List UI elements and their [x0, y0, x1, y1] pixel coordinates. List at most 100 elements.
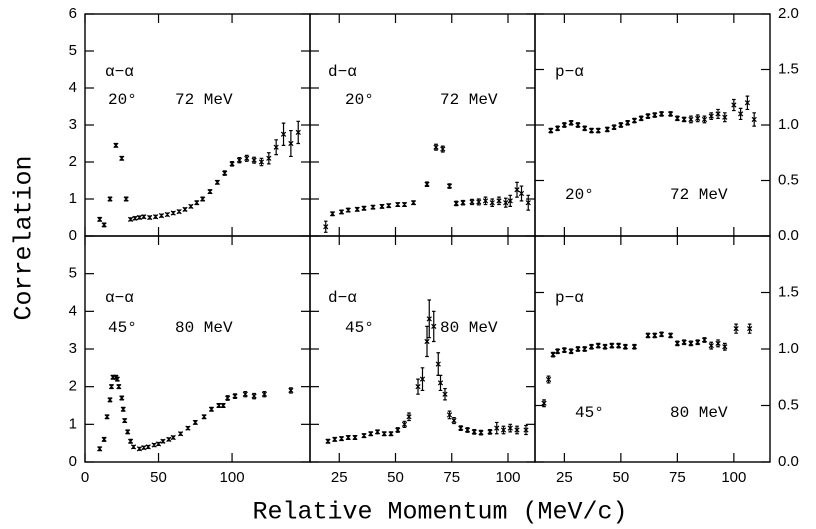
data-point — [652, 112, 658, 118]
data-point — [130, 444, 137, 450]
data-point — [155, 441, 162, 447]
data-point — [604, 126, 610, 133]
data-point — [701, 115, 708, 124]
data-point — [440, 145, 446, 153]
data-point — [182, 206, 188, 212]
data-point — [415, 378, 421, 395]
data-point — [101, 436, 107, 443]
data-point — [113, 142, 119, 148]
data-point — [101, 222, 107, 228]
data-point — [107, 397, 113, 403]
data-point — [406, 412, 412, 422]
data-point — [120, 406, 126, 412]
data-point — [176, 208, 182, 215]
data-point — [437, 374, 444, 392]
data-point — [611, 124, 617, 131]
data-point — [568, 119, 574, 126]
data-point — [388, 431, 394, 437]
data-point — [554, 348, 561, 355]
data-point — [469, 198, 475, 206]
data-point — [236, 156, 243, 164]
data-point — [401, 420, 408, 428]
x-tick-label: 50 — [613, 469, 630, 486]
data-point — [266, 152, 272, 165]
data-point — [731, 98, 737, 112]
x-tick-label: 100 — [220, 469, 245, 486]
data-point — [288, 129, 294, 158]
data-point — [141, 445, 147, 451]
panel-energy: 72 MeV — [175, 91, 233, 109]
panel-energy: 72 MeV — [670, 186, 728, 204]
y-tick-label: 5 — [69, 265, 77, 282]
data-point — [208, 406, 215, 412]
data-point — [119, 395, 125, 401]
data-point — [550, 351, 556, 358]
panel-energy: 80 MeV — [440, 319, 498, 337]
data-point — [715, 108, 721, 119]
data-point — [345, 207, 351, 213]
data-point — [496, 196, 502, 206]
data-point — [478, 429, 484, 436]
data-point — [323, 220, 329, 233]
data-point — [541, 399, 547, 408]
data-point — [494, 421, 500, 435]
data-point — [232, 393, 238, 399]
data-point — [588, 127, 595, 134]
data-point — [374, 429, 381, 435]
data-point — [708, 341, 714, 350]
data-point — [487, 429, 493, 435]
data-point — [471, 429, 477, 435]
y-tick-label: 2 — [69, 378, 77, 395]
data-point — [525, 194, 531, 211]
data-point — [548, 127, 554, 134]
panel-label: α−α — [105, 289, 134, 307]
y2-tick-label: 0.5 — [778, 171, 799, 188]
data-point — [345, 434, 351, 441]
data-point — [166, 436, 172, 443]
data-point — [141, 214, 147, 220]
data-point — [523, 424, 529, 436]
data-point — [458, 425, 464, 431]
data-point — [518, 185, 525, 202]
data-point — [695, 339, 701, 346]
data-point — [482, 196, 489, 206]
panel-angle: 45° — [345, 319, 374, 337]
data-point — [658, 111, 665, 117]
data-point — [674, 340, 680, 347]
data-point — [395, 427, 401, 433]
data-point — [514, 181, 520, 198]
data-point — [97, 216, 103, 222]
data-point — [561, 122, 567, 128]
data-point — [386, 203, 392, 209]
x-tick-label: 50 — [150, 469, 167, 486]
data-point — [170, 434, 176, 441]
data-point — [220, 402, 226, 409]
data-point — [361, 205, 367, 211]
data-point — [329, 211, 336, 217]
data-point — [595, 127, 601, 134]
y2-tick-label: 0.5 — [778, 396, 799, 413]
data-point — [338, 209, 345, 215]
data-point — [658, 331, 665, 338]
data-point — [419, 367, 426, 392]
x-tick-label: 25 — [556, 469, 573, 486]
data-point — [207, 188, 213, 195]
data-point — [652, 332, 658, 339]
data-point — [645, 332, 651, 339]
y2-tick-label: 0.0 — [778, 227, 799, 244]
panel-label: p−α — [555, 289, 584, 307]
data-point — [442, 387, 448, 401]
panel-angle: 45° — [108, 319, 137, 337]
x-tick-label: 75 — [669, 469, 686, 486]
data-point — [244, 154, 250, 162]
data-point — [568, 348, 574, 355]
y-tick-label: 2 — [69, 153, 77, 170]
data-point — [595, 342, 601, 349]
data-point — [295, 120, 301, 145]
data-point — [151, 442, 157, 448]
data-point — [110, 374, 116, 380]
data-point — [667, 111, 674, 117]
data-point — [273, 139, 279, 156]
data-point — [160, 438, 166, 444]
